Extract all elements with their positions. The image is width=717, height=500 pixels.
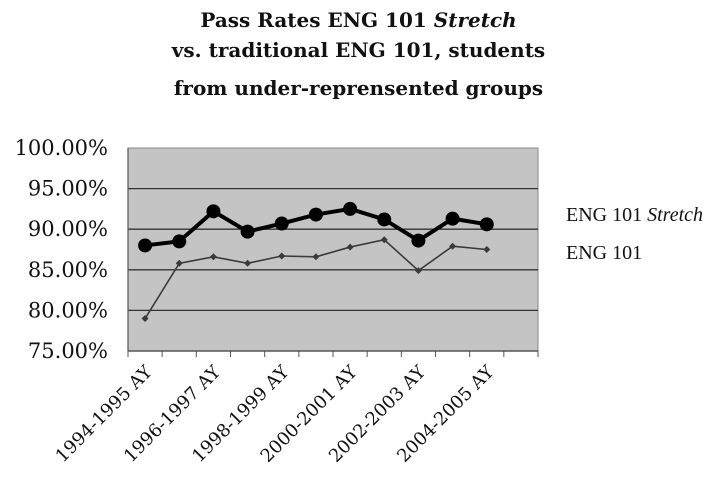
legend-entry-eng101: ENG 101 — [566, 242, 643, 264]
plot-area — [127, 147, 539, 352]
y-tick-label: 75.00% — [28, 339, 108, 363]
series-eng101-point — [483, 246, 491, 253]
series-stretch-point — [308, 207, 323, 222]
series-eng101-point — [278, 252, 286, 260]
chart-title-line-2: vs. traditional ENG 101, students — [171, 38, 546, 62]
y-tick-label: 80.00% — [28, 298, 108, 322]
series-eng101-point — [380, 236, 388, 244]
series-eng101-point — [346, 243, 354, 251]
y-tick-label: 95.00% — [28, 177, 108, 201]
chart-title-line-1: Pass Rates ENG 101 Stretch — [200, 8, 517, 32]
legend-entry-stretch: ENG 101 Stretch — [566, 204, 704, 226]
series-eng101-point — [449, 242, 457, 250]
series-eng101-point — [175, 259, 183, 267]
series-stretch-point — [240, 224, 255, 239]
series-eng101-point — [244, 259, 252, 267]
series-eng101-point — [414, 267, 422, 275]
series-stretch-point — [411, 233, 426, 248]
series-stretch-point — [206, 204, 221, 219]
series-eng101-point — [312, 253, 320, 261]
chart-title-line-3: from under-reprensented groups — [173, 76, 544, 100]
series-stretch-point — [172, 234, 187, 249]
series-stretch-point — [445, 211, 460, 226]
series-eng101-point — [209, 253, 217, 261]
series-stretch-point — [377, 212, 392, 227]
series-stretch-point — [479, 217, 494, 232]
series-stretch-point — [274, 216, 289, 231]
series-eng101-point — [141, 315, 149, 323]
series-stretch-point — [138, 238, 153, 253]
y-tick-label: 100.00% — [15, 136, 108, 160]
series-stretch-point — [343, 201, 358, 216]
y-tick-label: 85.00% — [28, 258, 108, 282]
y-tick-label: 90.00% — [28, 217, 108, 241]
